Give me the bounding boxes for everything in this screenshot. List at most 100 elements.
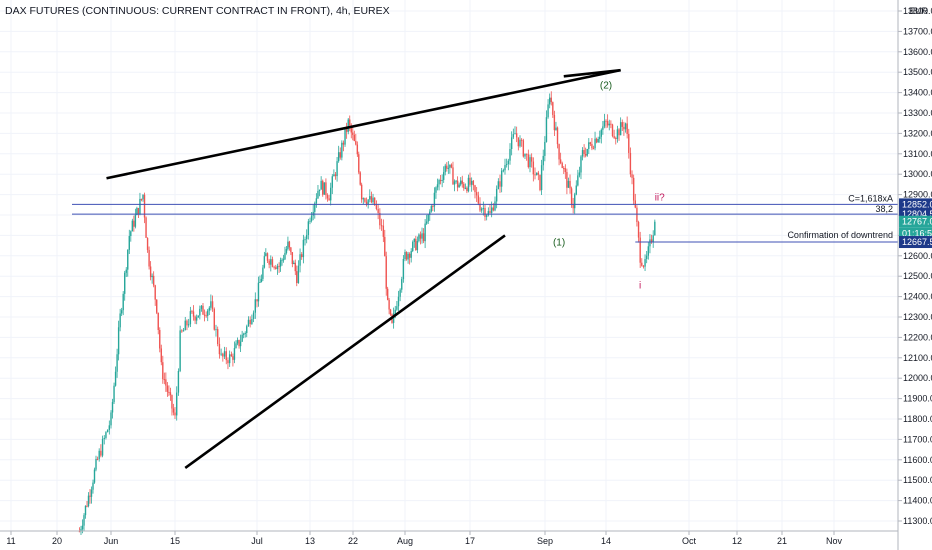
candle-body <box>442 172 445 180</box>
candle-body <box>113 385 115 403</box>
y-tick-label: 13300.0 <box>903 108 932 118</box>
candle-body <box>606 121 609 126</box>
candle-body <box>257 282 260 302</box>
candle-body <box>432 206 434 208</box>
candle-body <box>527 154 530 168</box>
candle-body <box>134 214 137 227</box>
x-tick-label: Jun <box>104 536 119 546</box>
candle-body <box>412 241 414 252</box>
candle-body <box>429 211 431 215</box>
x-tick-label: Jul <box>251 536 263 546</box>
candle-body <box>125 269 127 273</box>
candle-body <box>418 234 420 242</box>
candle-body <box>404 252 406 259</box>
wave-label: (1) <box>553 238 565 249</box>
candle-body <box>101 439 104 456</box>
candle-body <box>207 310 209 316</box>
candle-body <box>369 196 371 200</box>
candle-body <box>314 203 316 212</box>
candle-body <box>446 165 448 169</box>
candle-body <box>80 529 82 532</box>
candle-body <box>599 136 601 139</box>
lower-wedge-line <box>184 234 506 470</box>
candle-body <box>156 299 158 313</box>
candle-body <box>629 152 632 175</box>
candle-body <box>323 182 326 195</box>
candle-body <box>83 515 85 526</box>
candle-body <box>422 233 425 242</box>
candle-body <box>81 525 84 530</box>
candle-body <box>320 180 322 190</box>
candle-body <box>90 489 93 497</box>
candle-body <box>605 120 607 122</box>
candle-body <box>642 265 645 267</box>
candle-body <box>199 308 201 316</box>
candle-body <box>487 211 490 216</box>
candle-body <box>401 279 403 290</box>
candle-body <box>365 201 368 205</box>
candle-body <box>305 235 308 240</box>
candle-body <box>345 128 348 132</box>
candle-body <box>650 239 653 243</box>
candle-body <box>137 208 140 215</box>
candle-body <box>333 174 335 177</box>
candle-body <box>649 239 651 247</box>
candle-body <box>307 221 310 236</box>
y-tick-label: 12000.0 <box>903 373 932 383</box>
candle-body <box>572 204 574 209</box>
candle-body <box>497 181 500 189</box>
y-tick-label: 12200.0 <box>903 332 932 342</box>
candle-body <box>232 356 234 360</box>
candle-body <box>336 161 338 177</box>
candle-body <box>515 133 518 138</box>
candle-body <box>564 168 567 173</box>
candle-body <box>139 198 141 215</box>
candle-body <box>251 318 253 325</box>
candle-body <box>160 348 162 363</box>
y-tick-label: 11400.0 <box>903 496 932 506</box>
candle-body <box>284 252 286 260</box>
candle-body <box>242 333 245 335</box>
candle-body <box>407 253 409 260</box>
candle-body <box>439 180 442 182</box>
candle-body <box>174 412 176 416</box>
candle-body <box>244 332 246 334</box>
candle-body <box>318 189 321 191</box>
candle-body <box>540 165 543 191</box>
candle-body <box>163 379 166 381</box>
candle-body <box>331 176 333 188</box>
candle-body <box>530 157 533 162</box>
candle-body <box>461 180 463 184</box>
candle-body <box>211 301 214 309</box>
candle-body <box>645 255 648 260</box>
candle-body <box>227 360 229 364</box>
candle-body <box>542 155 544 166</box>
candle-body <box>623 126 625 130</box>
candle-body <box>256 299 258 302</box>
candle-body <box>265 253 267 257</box>
candle-body <box>252 312 255 319</box>
candle-body <box>631 174 633 178</box>
candle-body <box>641 262 643 266</box>
candle-body <box>325 182 327 196</box>
x-tick-label: Aug <box>397 536 413 546</box>
candle-body <box>504 165 506 171</box>
candle-body <box>228 354 231 364</box>
time-axis[interactable]: 11 20 Jun 15 Jul 13 22 Aug 17 Sep 14 Oct 12 21 Nov <box>6 531 842 546</box>
candle-body <box>127 249 129 270</box>
candle-body <box>151 275 153 278</box>
last-price-badge: 12767.0 <box>902 217 932 227</box>
candle-body <box>268 260 270 265</box>
candle-body <box>355 140 357 145</box>
candle-body <box>152 275 155 286</box>
candle-body <box>636 207 638 223</box>
candle-body <box>208 307 210 311</box>
candle-body <box>241 334 243 342</box>
wave-label: ii? <box>655 193 665 204</box>
candle-body <box>235 343 237 349</box>
candle-body <box>474 185 476 193</box>
y-tick-label: 11500.0 <box>903 475 932 485</box>
